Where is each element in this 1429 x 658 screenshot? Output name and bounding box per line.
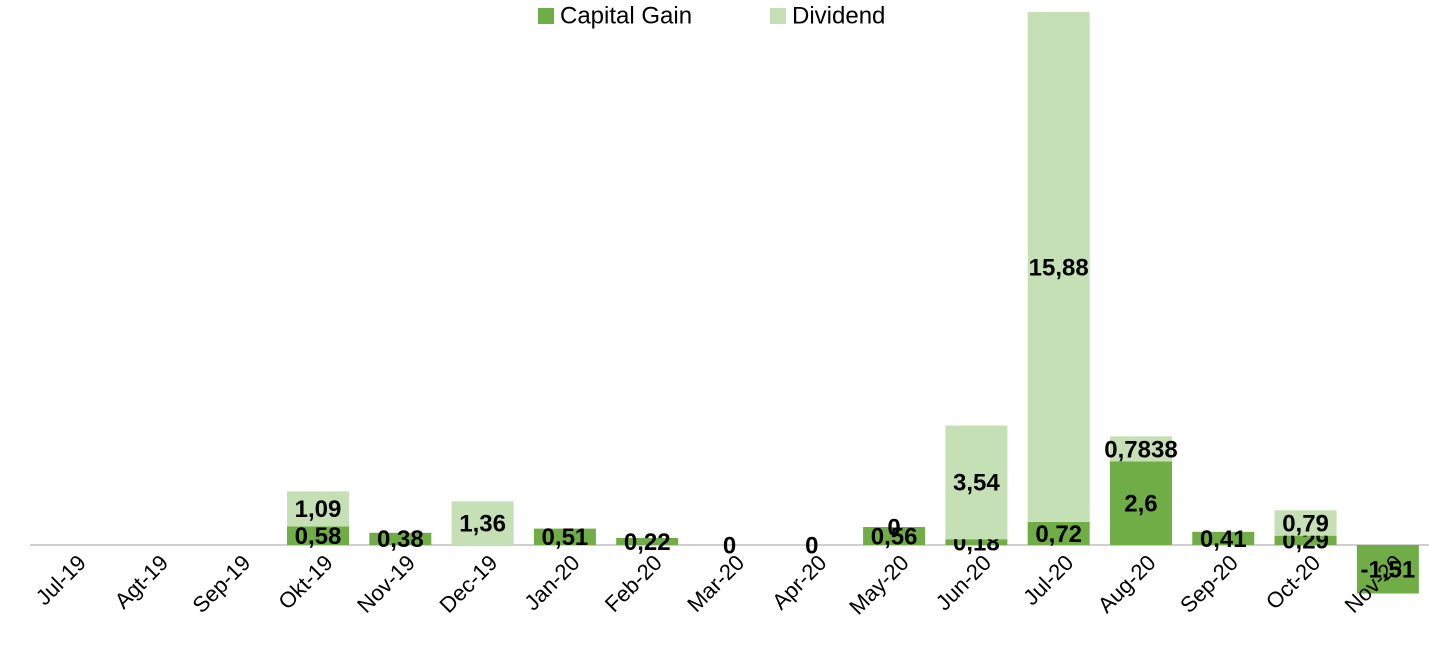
- bar-segment: [451, 501, 514, 545]
- data-label: 0,7838: [1104, 436, 1177, 463]
- x-tick-label: Okt-19: [273, 550, 337, 614]
- x-tick-label: Jun-20: [931, 550, 996, 615]
- x-tick-label: Jan-20: [519, 550, 584, 615]
- bar-segment: [1109, 461, 1172, 545]
- bar-segment: [1109, 436, 1172, 462]
- bar-segment: [1027, 521, 1090, 545]
- x-tick-label: Aug-20: [1093, 550, 1161, 618]
- x-tick-label: Oct-20: [1261, 550, 1325, 614]
- bar-segment: [616, 537, 679, 545]
- x-tick-label: Jul-19: [31, 550, 91, 610]
- x-tick-label: Apr-20: [767, 550, 831, 614]
- bar-segment: [287, 526, 350, 545]
- data-label: 0,22: [624, 529, 671, 556]
- data-label: 0: [723, 532, 736, 559]
- x-tick-label: Mar-20: [682, 550, 749, 617]
- bar-segment: [945, 425, 1008, 540]
- data-label: 3,54: [953, 470, 1000, 497]
- data-label: 0,51: [542, 524, 589, 551]
- legend-swatch: [538, 8, 554, 24]
- x-tick-label: May-20: [844, 550, 914, 620]
- x-tick-label: Feb-20: [600, 550, 667, 617]
- bar-segment: [1027, 12, 1090, 522]
- data-label: 0,38: [377, 526, 424, 553]
- x-tick-label: Nov-19: [352, 550, 420, 618]
- bar-segment: [945, 539, 1008, 545]
- bar-segment: [1274, 535, 1337, 545]
- bar-segment: [369, 532, 432, 545]
- data-label: -1,51: [1361, 557, 1416, 584]
- data-label: 0: [805, 532, 818, 559]
- bar-segment: [1274, 510, 1337, 536]
- data-label: 1,36: [459, 511, 506, 538]
- data-label: 1,09: [295, 496, 342, 523]
- legend-label: Capital Gain: [560, 2, 692, 29]
- bar-segment: [1356, 545, 1419, 594]
- x-tick-label: Sep-20: [1175, 550, 1243, 618]
- bar-segment: [533, 528, 596, 545]
- bar-segment: [863, 527, 926, 545]
- bar-segment: [1192, 531, 1255, 545]
- bar-segment: [287, 491, 350, 527]
- data-label: 2,6: [1124, 491, 1157, 518]
- x-tick-label: Agt-19: [110, 550, 174, 614]
- data-label: 0,41: [1200, 526, 1247, 553]
- data-label: 0,79: [1282, 510, 1329, 537]
- data-label: 0,58: [295, 523, 342, 550]
- x-tick-label: Jul-20: [1018, 550, 1078, 610]
- data-label: 15,88: [1029, 254, 1089, 281]
- legend-swatch: [770, 8, 786, 24]
- legend-label: Dividend: [792, 2, 885, 29]
- x-tick-label: Dec-19: [434, 550, 502, 618]
- x-tick-label: Sep-19: [188, 550, 256, 618]
- data-label: 0,72: [1035, 521, 1082, 548]
- data-label: 0: [887, 514, 900, 541]
- data-label: 0,56: [871, 523, 918, 550]
